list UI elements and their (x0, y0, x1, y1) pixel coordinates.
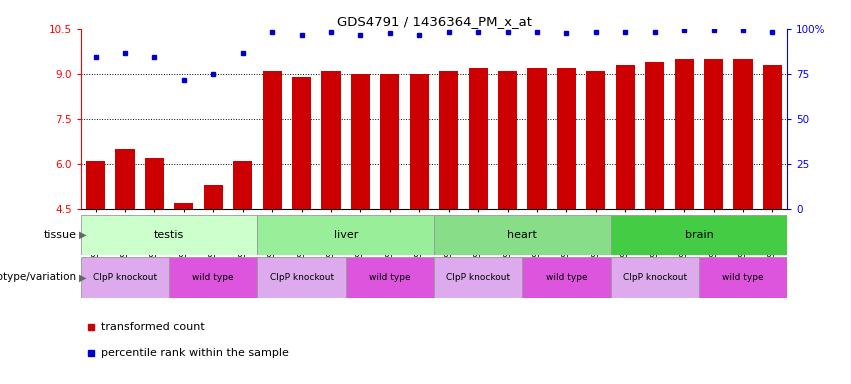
Bar (351, 74, 370, 209)
Text: heart: heart (507, 230, 537, 240)
Bar (734, 59, 752, 209)
Bar (380, 74, 399, 209)
Bar (263, 71, 282, 209)
Bar (610, 257, 699, 298)
Bar (586, 71, 605, 209)
Bar (616, 65, 635, 209)
Text: ▶: ▶ (79, 272, 87, 283)
Bar (645, 62, 665, 209)
Text: ClpP knockout: ClpP knockout (623, 273, 687, 282)
Bar (145, 158, 164, 209)
Text: transformed count: transformed count (101, 322, 205, 332)
Bar (523, 257, 610, 298)
Bar (439, 71, 459, 209)
Text: testis: testis (154, 230, 185, 240)
Bar (675, 59, 694, 209)
Text: ClpP knockout: ClpP knockout (270, 273, 334, 282)
Bar (498, 71, 517, 209)
Bar (169, 257, 257, 298)
Bar (434, 257, 523, 298)
Text: wild type: wild type (369, 273, 411, 282)
Bar (257, 215, 434, 255)
Text: wild type: wild type (545, 273, 587, 282)
Bar (409, 74, 429, 209)
Text: brain: brain (684, 230, 713, 240)
Bar (610, 215, 787, 255)
Bar (86, 161, 106, 209)
Text: percentile rank within the sample: percentile rank within the sample (101, 348, 289, 358)
Text: wild type: wild type (722, 273, 764, 282)
Bar (81, 257, 169, 298)
Bar (704, 59, 723, 209)
Text: liver: liver (334, 230, 358, 240)
Bar (434, 215, 610, 255)
Bar (699, 257, 787, 298)
Bar (322, 71, 340, 209)
Bar (528, 68, 546, 209)
Bar (257, 257, 346, 298)
Text: ClpP knockout: ClpP knockout (446, 273, 511, 282)
Text: wild type: wild type (192, 273, 234, 282)
Bar (174, 203, 193, 209)
Title: GDS4791 / 1436364_PM_x_at: GDS4791 / 1436364_PM_x_at (336, 15, 532, 28)
Bar (557, 68, 576, 209)
Bar (203, 185, 223, 209)
Bar (346, 257, 434, 298)
Text: ▶: ▶ (79, 230, 87, 240)
Bar (292, 77, 311, 209)
Bar (116, 149, 134, 209)
Bar (469, 68, 488, 209)
Text: genotype/variation: genotype/variation (0, 272, 77, 283)
Text: ClpP knockout: ClpP knockout (93, 273, 157, 282)
Bar (762, 65, 782, 209)
Text: tissue: tissue (43, 230, 77, 240)
Bar (233, 161, 252, 209)
Bar (81, 215, 257, 255)
